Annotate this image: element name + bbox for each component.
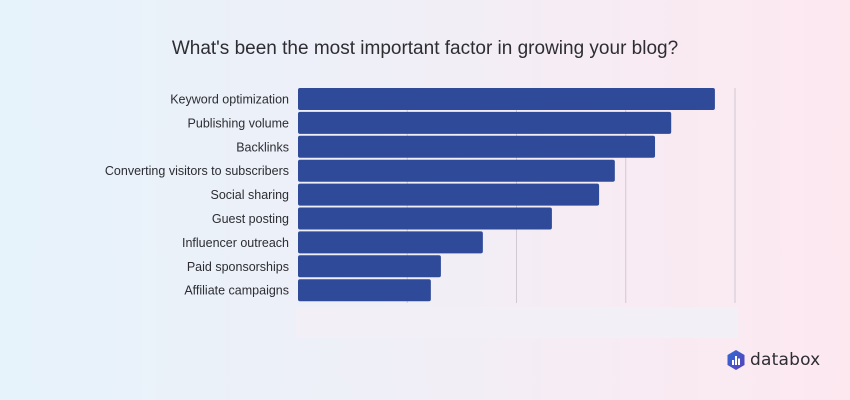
- bar: [298, 279, 431, 302]
- bar: [298, 159, 615, 182]
- databox-logo: databox: [727, 350, 820, 370]
- bar: [298, 183, 600, 206]
- category-label: Guest posting: [212, 212, 289, 226]
- category-label: Social sharing: [210, 188, 289, 202]
- bar: [298, 255, 441, 278]
- bar: [298, 207, 552, 230]
- category-label: Converting visitors to subscribers: [105, 164, 289, 178]
- category-label: Publishing volume: [188, 116, 289, 130]
- category-label: Keyword optimization: [170, 93, 289, 107]
- category-label: Affiliate campaigns: [184, 284, 289, 298]
- databox-wordmark: databox: [750, 350, 821, 370]
- category-label: Influencer outreach: [182, 236, 289, 250]
- bar: [298, 231, 483, 254]
- bar: [298, 111, 672, 134]
- chart-title: What's been the most important factor in…: [171, 38, 679, 59]
- axis-band: [296, 307, 738, 338]
- bar: [298, 88, 715, 110]
- category-label: Paid sponsorships: [187, 260, 289, 274]
- databox-logo-icon: [727, 350, 745, 370]
- category-label: Backlinks: [236, 140, 289, 154]
- bar: [298, 135, 656, 158]
